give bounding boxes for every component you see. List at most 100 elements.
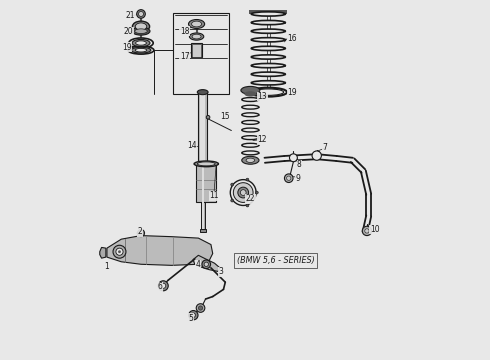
Ellipse shape (128, 46, 154, 54)
Circle shape (255, 191, 258, 194)
Ellipse shape (242, 128, 259, 132)
Ellipse shape (192, 21, 201, 27)
Circle shape (285, 174, 293, 183)
Ellipse shape (251, 72, 285, 76)
Text: 9: 9 (295, 174, 300, 183)
Circle shape (231, 199, 234, 202)
Text: 6: 6 (158, 282, 163, 291)
Ellipse shape (132, 40, 150, 46)
Ellipse shape (131, 47, 151, 53)
Text: 22: 22 (245, 194, 255, 203)
Circle shape (290, 154, 297, 162)
Bar (191, 43, 202, 57)
Circle shape (118, 250, 121, 253)
Text: 13: 13 (258, 92, 267, 101)
Bar (249, 10, 287, 14)
Polygon shape (107, 235, 213, 265)
Circle shape (246, 178, 249, 181)
Circle shape (365, 229, 369, 233)
Text: 7: 7 (322, 143, 327, 152)
Text: 12: 12 (258, 135, 267, 144)
Ellipse shape (242, 98, 259, 102)
Circle shape (362, 226, 371, 235)
Ellipse shape (242, 105, 259, 109)
Text: 8: 8 (297, 161, 302, 170)
Ellipse shape (242, 136, 259, 140)
Ellipse shape (251, 55, 285, 59)
Ellipse shape (251, 29, 285, 33)
Circle shape (196, 304, 205, 312)
Circle shape (139, 12, 144, 17)
Bar (173, 13, 229, 94)
Circle shape (202, 260, 211, 269)
Ellipse shape (132, 21, 149, 32)
Circle shape (198, 306, 203, 310)
Circle shape (231, 183, 234, 186)
Circle shape (137, 229, 145, 237)
Bar (198, 92, 207, 164)
Circle shape (204, 262, 208, 266)
Ellipse shape (241, 86, 260, 94)
Ellipse shape (251, 21, 285, 25)
Ellipse shape (192, 34, 201, 39)
Ellipse shape (230, 180, 256, 206)
Ellipse shape (251, 38, 285, 42)
Text: 16: 16 (287, 34, 297, 43)
Ellipse shape (249, 87, 287, 96)
Ellipse shape (132, 27, 150, 35)
Text: 4: 4 (196, 261, 200, 270)
Ellipse shape (242, 143, 259, 147)
Text: 19: 19 (122, 43, 132, 52)
Ellipse shape (194, 161, 219, 167)
Ellipse shape (136, 41, 147, 45)
Bar (196, 164, 216, 202)
Circle shape (189, 311, 198, 320)
Text: 5: 5 (188, 314, 193, 323)
Bar (200, 229, 205, 232)
Ellipse shape (242, 113, 259, 117)
Bar (192, 44, 201, 57)
Text: 11: 11 (209, 191, 219, 200)
Ellipse shape (240, 190, 246, 195)
Ellipse shape (135, 48, 147, 52)
Circle shape (161, 283, 166, 288)
Circle shape (116, 248, 123, 255)
Circle shape (246, 204, 249, 207)
Text: 2: 2 (137, 228, 142, 237)
Bar (200, 92, 205, 164)
Ellipse shape (245, 91, 256, 96)
Ellipse shape (190, 33, 204, 40)
Text: 10: 10 (370, 225, 379, 234)
Ellipse shape (129, 38, 153, 48)
Circle shape (137, 10, 146, 18)
Circle shape (191, 313, 196, 318)
Ellipse shape (251, 46, 285, 50)
Ellipse shape (135, 29, 147, 33)
Ellipse shape (197, 90, 208, 95)
Circle shape (312, 151, 321, 160)
Ellipse shape (246, 158, 255, 162)
Ellipse shape (251, 63, 285, 68)
Circle shape (287, 176, 291, 180)
Ellipse shape (238, 187, 248, 198)
Ellipse shape (251, 81, 285, 85)
Ellipse shape (242, 156, 259, 164)
Ellipse shape (197, 162, 215, 166)
Text: 21: 21 (126, 11, 135, 20)
Text: 18: 18 (180, 27, 189, 36)
Ellipse shape (206, 116, 210, 119)
Circle shape (158, 281, 168, 291)
Ellipse shape (242, 121, 259, 124)
Text: (BMW 5,6 - SERIES): (BMW 5,6 - SERIES) (237, 256, 315, 265)
Polygon shape (193, 255, 220, 271)
Text: 17: 17 (180, 52, 189, 61)
Ellipse shape (251, 12, 285, 16)
Text: 14: 14 (187, 141, 196, 150)
Ellipse shape (189, 19, 205, 28)
Ellipse shape (242, 151, 259, 155)
Circle shape (139, 231, 143, 235)
Polygon shape (100, 247, 106, 258)
Bar (200, 162, 205, 230)
Bar (201, 162, 204, 230)
Text: 1: 1 (104, 262, 109, 271)
